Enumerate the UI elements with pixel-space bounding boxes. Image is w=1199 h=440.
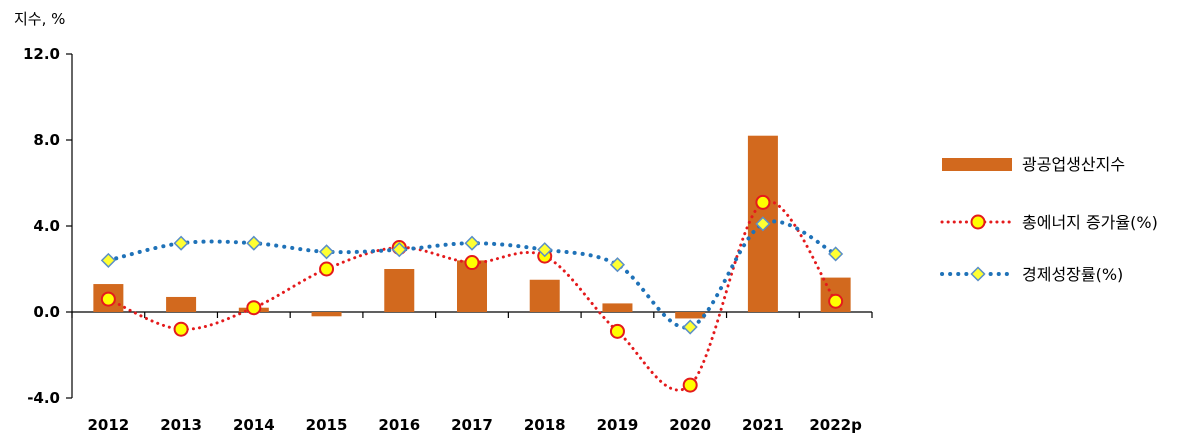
data-point — [609, 257, 626, 273]
data-point — [100, 291, 116, 307]
bar — [311, 312, 342, 317]
legend-swatch — [942, 158, 1012, 171]
legend-marker — [970, 214, 986, 230]
data-point — [682, 319, 698, 335]
x-tick-label: 2020 — [669, 416, 711, 434]
y-tick-label: 4.0 — [33, 217, 60, 235]
bar — [602, 303, 633, 312]
bar — [166, 296, 197, 312]
data-point — [682, 377, 698, 393]
legend-marker — [970, 266, 986, 282]
y-tick-label: -4.0 — [27, 389, 60, 407]
series-line — [106, 219, 838, 330]
legend-label: 총에너지 증가율(%) — [1022, 213, 1158, 232]
bar-series — [93, 135, 851, 319]
y-tick-label: 8.0 — [33, 131, 60, 149]
x-tick-label: 2013 — [160, 416, 202, 434]
data-point — [173, 235, 189, 251]
x-tick-label: 2022p — [809, 416, 862, 434]
data-point — [246, 235, 262, 251]
x-tick-label: 2016 — [378, 416, 420, 434]
x-axis: 2012 2013 2014 2015 2016 2017 2018 2019 2020 2021… — [71, 311, 873, 434]
x-tick-label: 2012 — [87, 416, 129, 434]
data-point — [755, 216, 771, 232]
bar — [384, 269, 415, 312]
y-tick-label: 12.0 — [23, 45, 60, 63]
y-tick-label: 0.0 — [33, 303, 60, 321]
x-tick-label: 2015 — [306, 416, 348, 434]
line-series-gdp — [100, 216, 844, 335]
y-axis: -4.0 0.0 4.0 8.0 12.0 — [23, 45, 73, 407]
data-point — [246, 300, 262, 316]
legend-label: 광공업생산지수 — [1022, 155, 1125, 174]
legend-label: 경제성장률(%) — [1022, 265, 1123, 284]
data-point — [319, 261, 335, 277]
data-point — [537, 242, 553, 258]
bar — [675, 312, 706, 319]
x-tick-label: 2014 — [233, 416, 275, 434]
data-point — [464, 235, 480, 251]
x-tick-label: 2021 — [742, 416, 784, 434]
data-point — [464, 255, 480, 271]
data-point — [318, 244, 335, 260]
data-point — [755, 194, 771, 210]
bar — [529, 279, 560, 312]
x-tick-label: 2019 — [597, 416, 639, 434]
data-point — [391, 242, 407, 258]
data-point — [609, 323, 625, 339]
data-point — [100, 252, 116, 268]
y-unit-label: 지수, % — [14, 10, 65, 28]
x-tick-label: 2017 — [451, 416, 493, 434]
data-point — [173, 321, 189, 337]
data-point — [828, 246, 844, 262]
data-point — [828, 293, 844, 309]
x-tick-label: 2018 — [524, 416, 566, 434]
